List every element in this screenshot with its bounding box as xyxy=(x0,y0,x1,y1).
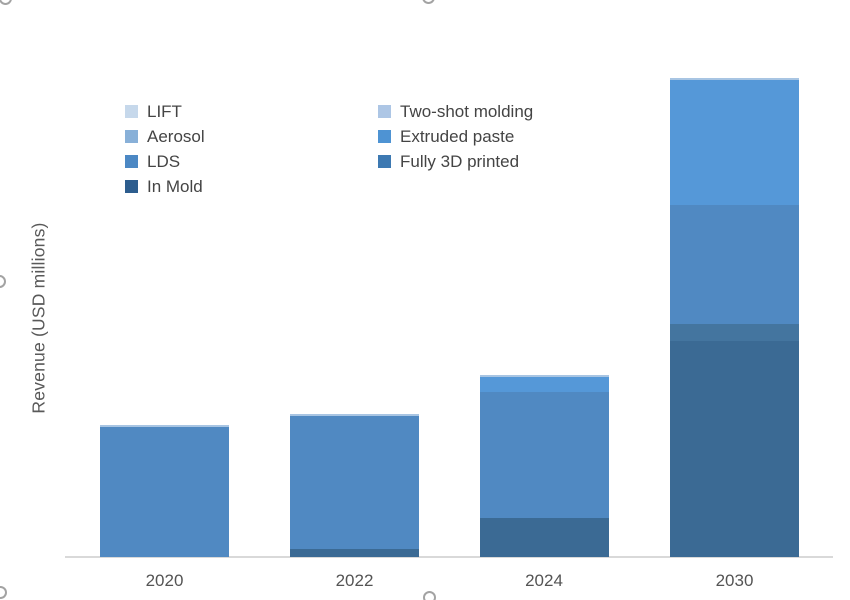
legend-label: Two-shot molding xyxy=(400,101,534,121)
legend-swatch-icon xyxy=(125,180,138,193)
legend-label: LIFT xyxy=(147,101,182,121)
x-axis-label: 2024 xyxy=(525,571,563,590)
bar-segment-in-mold xyxy=(290,549,419,557)
legend-swatch-icon xyxy=(125,130,138,143)
bar-segment-extruded-paste xyxy=(670,80,799,205)
stacked-bar-2024 xyxy=(479,375,609,557)
bar-segment-lds xyxy=(100,427,229,557)
legend-item: Two-shot molding xyxy=(378,99,533,124)
stacked-bar-2030 xyxy=(670,78,799,557)
x-axis-label: 2022 xyxy=(335,571,374,590)
bar-segment-lds xyxy=(479,392,609,518)
legend-column: Two-shot molding Extruded paste Fully 3D p… xyxy=(378,99,533,199)
bar-segment-in-mold xyxy=(479,518,609,557)
x-axis-line xyxy=(65,556,833,558)
bar-segment-lds xyxy=(290,416,419,549)
legend-swatch-icon xyxy=(378,130,391,143)
bar-segment-fully-3d-printed xyxy=(670,324,799,341)
stacked-bar-2020 xyxy=(100,425,229,557)
legend-label: LDS xyxy=(147,151,181,171)
legend-item: LDS xyxy=(125,149,378,174)
bar-segment-two-shot-molding xyxy=(479,375,609,377)
bar-segment-in-mold xyxy=(670,341,799,557)
bar-segment-two-shot-molding xyxy=(290,414,419,416)
cropped-glyph-fragment xyxy=(423,591,436,600)
legend-swatch-icon xyxy=(378,105,391,118)
x-axis-label: 2030 xyxy=(715,571,754,590)
legend-column: LIFT Aerosol LDS In Mold xyxy=(125,99,378,199)
legend-swatch-icon xyxy=(125,105,138,118)
legend-label: In Mold xyxy=(147,176,203,196)
x-axis-label: 2020 xyxy=(145,571,184,590)
legend-item: Fully 3D printed xyxy=(378,149,533,174)
legend-item: Extruded paste xyxy=(378,124,533,149)
cropped-glyph-fragment xyxy=(0,586,7,599)
legend-label: Fully 3D printed xyxy=(400,151,520,171)
bar-segment-lds xyxy=(670,205,799,324)
legend-swatch-icon xyxy=(378,155,391,168)
legend-item: LIFT xyxy=(125,99,378,124)
legend-label: Aerosol xyxy=(147,126,205,146)
legend: LIFT Aerosol LDS In Mold Two-shot molding Ex… xyxy=(125,99,533,199)
stacked-bar-2022 xyxy=(290,414,419,557)
legend-item: In Mold xyxy=(125,174,378,199)
legend-label: Extruded paste xyxy=(400,126,515,146)
bar-segment-two-shot-molding xyxy=(670,78,799,80)
legend-swatch-icon xyxy=(125,155,138,168)
legend-item: Aerosol xyxy=(125,124,378,149)
bar-segment-two-shot-molding xyxy=(100,425,229,427)
bar-segment-extruded-paste xyxy=(479,377,609,392)
